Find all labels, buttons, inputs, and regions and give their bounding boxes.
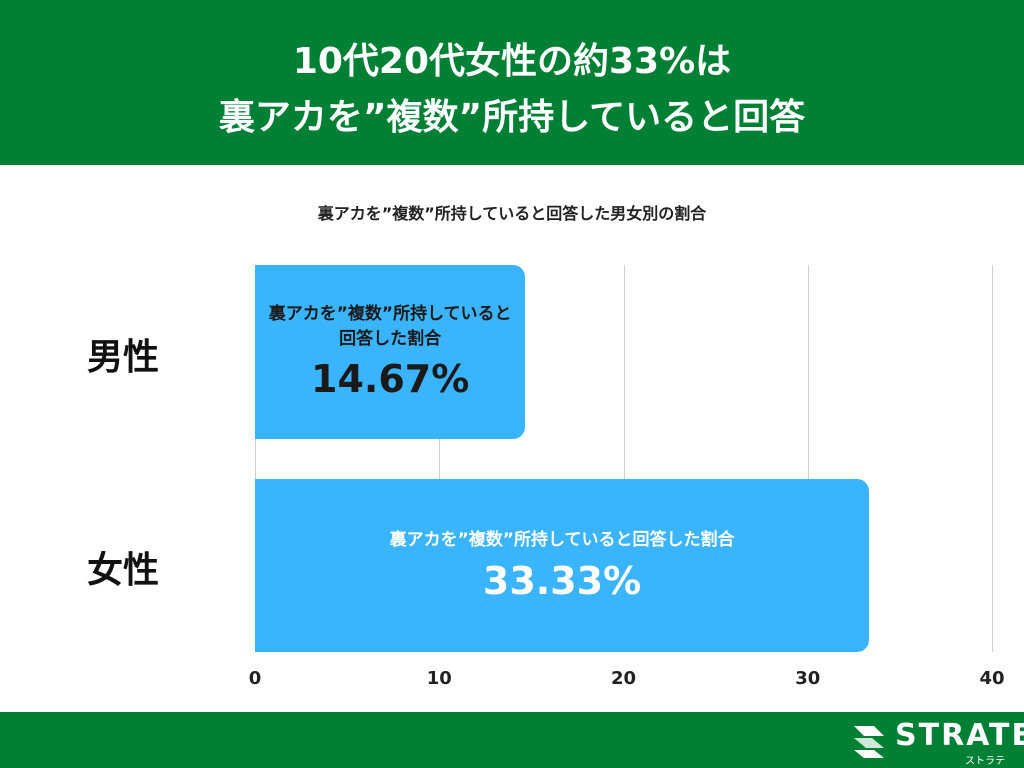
value-label: 14.67% (311, 357, 470, 402)
bar-label: 裏アカを”複数”所持していると回答した割合 (268, 304, 512, 349)
grid-line (255, 265, 256, 652)
grid-line (992, 265, 993, 652)
x-tick-label: 40 (979, 668, 1005, 689)
bar: 裏アカを”複数”所持していると回答した割合 14.67% (255, 265, 526, 439)
x-tick-label: 20 (610, 668, 637, 689)
bar-label: 裏アカを”複数”所持していると回答した割合 (389, 529, 735, 550)
subtitle: 裏アカを”複数”所持していると回答した男女別の割合 (317, 204, 707, 223)
logo-sub: ストラテ (965, 756, 1005, 767)
bar: 裏アカを”複数”所持していると回答した割合 33.33% (255, 478, 870, 652)
category-label: 男性 (86, 336, 159, 378)
header: 10代20代女性の約33%は 裏アカを”複数”所持していると回答 (0, 0, 1024, 165)
x-tick-label: 0 (248, 668, 262, 689)
value-label: 33.33% (482, 558, 642, 603)
logo: STRATE (895, 718, 1024, 753)
grid-line (439, 265, 441, 652)
x-tick-label: 30 (795, 668, 821, 689)
title-line: 10代20代女性の約33%は (292, 41, 732, 82)
x-tick-label: 10 (426, 668, 452, 689)
logo-icon (854, 726, 884, 758)
title-line: 裏アカを”複数”所持していると回答 (218, 97, 806, 138)
grid-line (623, 265, 625, 652)
grid-line (807, 265, 809, 652)
category-label: 女性 (86, 550, 159, 592)
footer: STRATE ストラテ (0, 712, 1024, 768)
